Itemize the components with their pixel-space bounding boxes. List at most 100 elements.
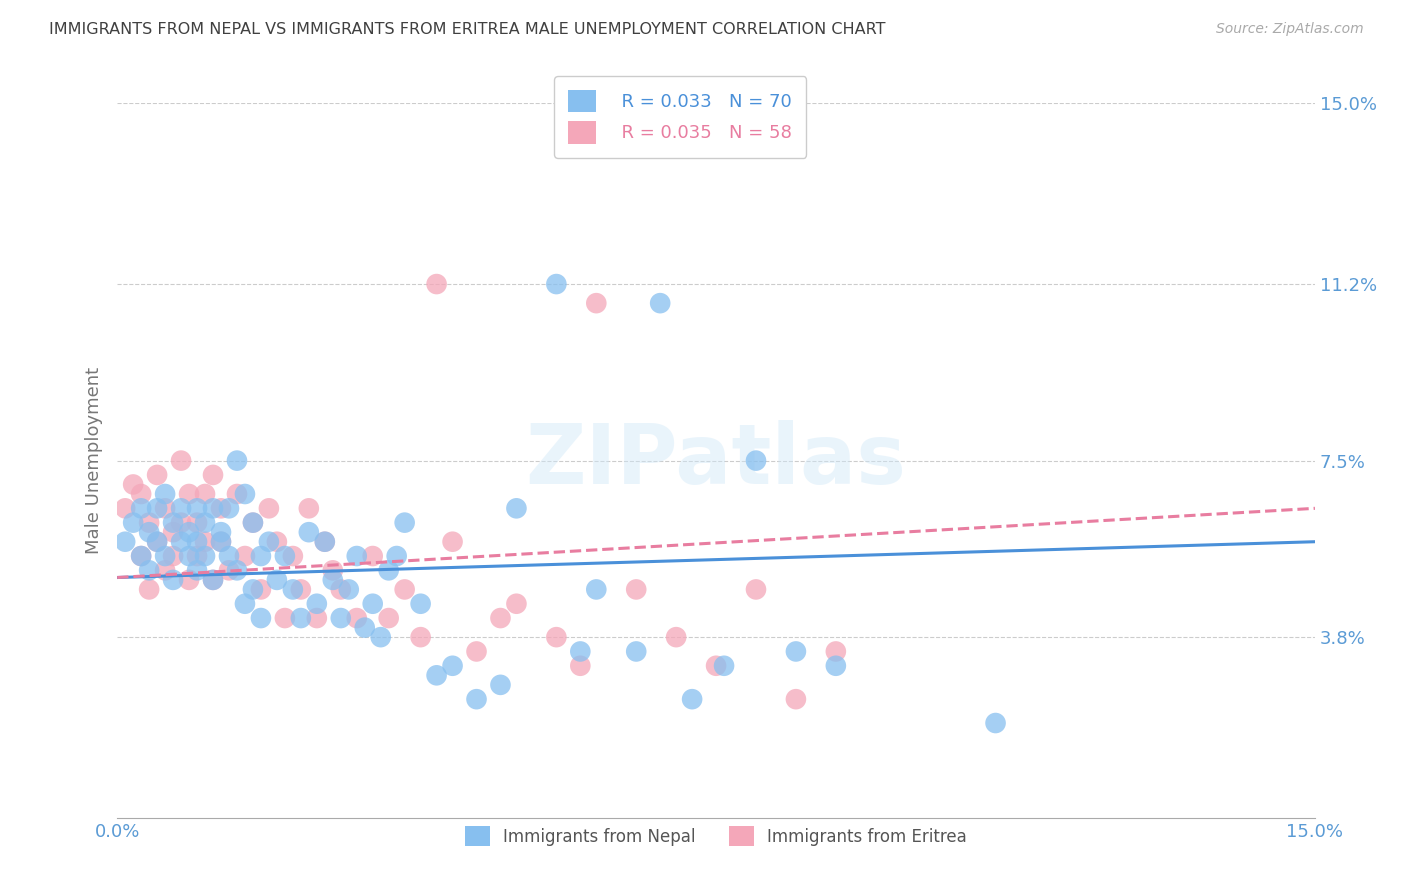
Point: [250, 611, 273, 625]
Point: [626, 582, 648, 597]
Point: [489, 611, 512, 625]
Point: [226, 453, 249, 467]
Point: [209, 534, 232, 549]
Point: [177, 525, 200, 540]
Point: [785, 644, 807, 658]
Point: [186, 501, 208, 516]
Point: [153, 487, 176, 501]
Point: [138, 525, 160, 540]
Point: [153, 549, 176, 563]
Point: [713, 658, 735, 673]
Point: [177, 573, 200, 587]
Point: [322, 573, 344, 587]
Point: [257, 534, 280, 549]
Point: [146, 534, 169, 549]
Point: [170, 516, 193, 530]
Point: [305, 597, 328, 611]
Point: [242, 516, 264, 530]
Point: [824, 658, 846, 673]
Point: [266, 534, 288, 549]
Point: [170, 501, 193, 516]
Point: [233, 597, 256, 611]
Point: [298, 501, 321, 516]
Point: [984, 716, 1007, 731]
Point: [129, 549, 152, 563]
Point: [250, 582, 273, 597]
Point: [370, 630, 392, 644]
Point: [337, 582, 360, 597]
Point: [202, 467, 225, 482]
Point: [505, 501, 527, 516]
Point: [242, 516, 264, 530]
Point: [186, 563, 208, 577]
Point: [226, 563, 249, 577]
Point: [170, 534, 193, 549]
Text: IMMIGRANTS FROM NEPAL VS IMMIGRANTS FROM ERITREA MALE UNEMPLOYMENT CORRELATION C: IMMIGRANTS FROM NEPAL VS IMMIGRANTS FROM…: [49, 22, 886, 37]
Point: [489, 678, 512, 692]
Point: [650, 296, 672, 310]
Point: [329, 582, 352, 597]
Point: [585, 296, 607, 310]
Point: [186, 516, 208, 530]
Point: [281, 549, 304, 563]
Point: [361, 597, 384, 611]
Text: ZIPatlas: ZIPatlas: [526, 420, 907, 501]
Point: [122, 516, 145, 530]
Point: [138, 516, 160, 530]
Point: [177, 487, 200, 501]
Point: [170, 453, 193, 467]
Point: [505, 597, 527, 611]
Point: [409, 597, 432, 611]
Point: [377, 563, 399, 577]
Point: [122, 477, 145, 491]
Point: [218, 501, 240, 516]
Point: [257, 501, 280, 516]
Point: [426, 277, 449, 291]
Point: [626, 644, 648, 658]
Point: [177, 549, 200, 563]
Point: [202, 573, 225, 587]
Point: [233, 487, 256, 501]
Y-axis label: Male Unemployment: Male Unemployment: [86, 367, 103, 554]
Point: [785, 692, 807, 706]
Point: [665, 630, 688, 644]
Point: [546, 277, 568, 291]
Point: [202, 573, 225, 587]
Point: [274, 611, 297, 625]
Point: [314, 534, 336, 549]
Point: [129, 487, 152, 501]
Point: [218, 563, 240, 577]
Point: [298, 525, 321, 540]
Point: [394, 582, 416, 597]
Point: [394, 516, 416, 530]
Point: [441, 534, 464, 549]
Point: [546, 630, 568, 644]
Point: [146, 534, 169, 549]
Point: [274, 549, 297, 563]
Point: [569, 644, 592, 658]
Text: Source: ZipAtlas.com: Source: ZipAtlas.com: [1216, 22, 1364, 37]
Point: [704, 658, 727, 673]
Point: [322, 563, 344, 577]
Point: [186, 534, 208, 549]
Point: [209, 501, 232, 516]
Point: [242, 582, 264, 597]
Point: [361, 549, 384, 563]
Point: [409, 630, 432, 644]
Point: [377, 611, 399, 625]
Point: [194, 534, 217, 549]
Point: [162, 573, 184, 587]
Point: [129, 549, 152, 563]
Point: [314, 534, 336, 549]
Point: [824, 644, 846, 658]
Point: [153, 501, 176, 516]
Point: [194, 516, 217, 530]
Point: [233, 549, 256, 563]
Point: [353, 621, 375, 635]
Point: [218, 549, 240, 563]
Point: [441, 658, 464, 673]
Point: [162, 525, 184, 540]
Point: [266, 573, 288, 587]
Point: [162, 549, 184, 563]
Point: [250, 549, 273, 563]
